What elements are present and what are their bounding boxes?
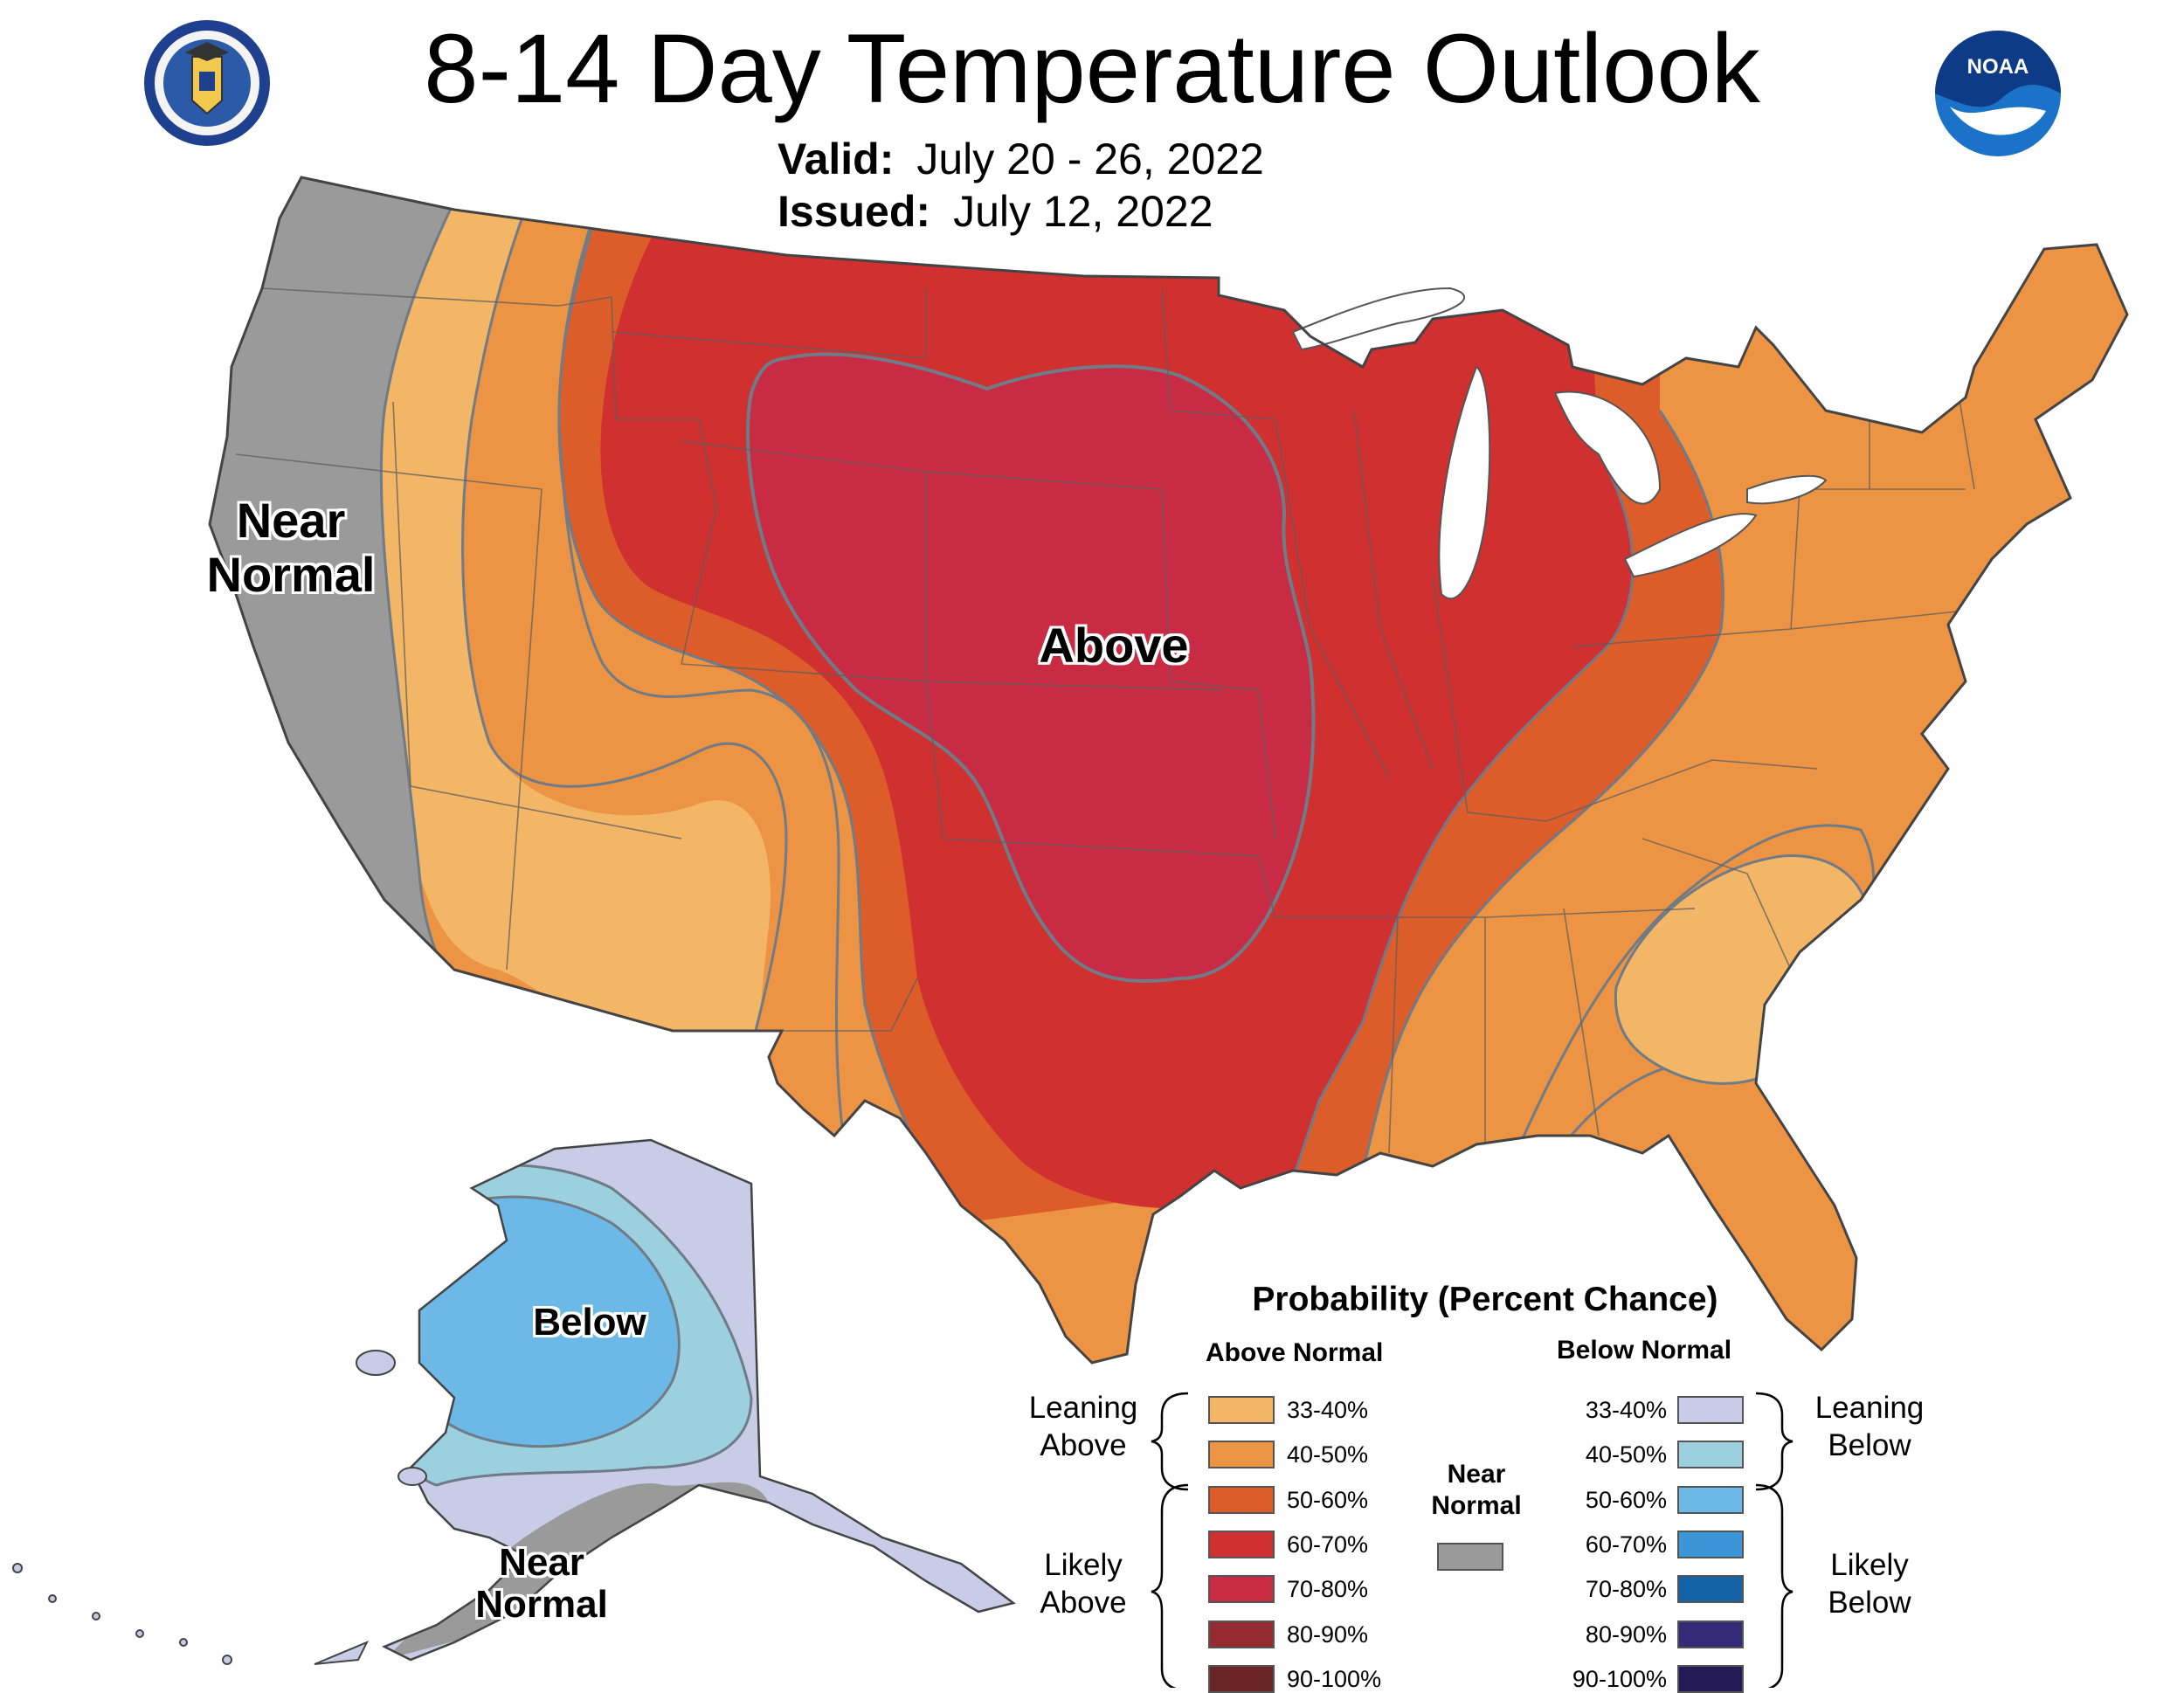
legend-below-swatch bbox=[1677, 1441, 1744, 1468]
page-title: 8-14 Day Temperature Outlook bbox=[424, 14, 1760, 123]
valid-value: July 20 - 26, 2022 bbox=[916, 135, 1264, 183]
legend-above-swatch bbox=[1208, 1486, 1275, 1514]
issued-label: Issued: bbox=[778, 187, 931, 236]
legend-above-swatch bbox=[1208, 1396, 1275, 1424]
issued-line: Issued: July 12, 2022 bbox=[778, 185, 1213, 238]
legend-below-label: 60-70% bbox=[1585, 1531, 1667, 1558]
legend-below-swatch bbox=[1677, 1575, 1744, 1603]
legend-above-label: 33-40% bbox=[1287, 1397, 1369, 1423]
legend-below-swatch bbox=[1677, 1531, 1744, 1558]
legend-above-swatch bbox=[1208, 1531, 1275, 1558]
legend-above-swatch bbox=[1208, 1665, 1275, 1693]
commerce-seal-icon bbox=[144, 20, 270, 146]
noaa-logo-icon: NOAA bbox=[1935, 31, 2061, 156]
legend-below-label: 50-60% bbox=[1585, 1487, 1667, 1513]
legend-below-swatch bbox=[1677, 1665, 1744, 1693]
zone-near-normal-west bbox=[210, 177, 489, 987]
legend-above-swatch bbox=[1208, 1575, 1275, 1603]
valid-label: Valid: bbox=[778, 135, 895, 183]
legend-near-normal-swatch bbox=[1437, 1543, 1503, 1571]
legend-above-swatch bbox=[1208, 1620, 1275, 1648]
legend-below-label: 40-50% bbox=[1585, 1441, 1667, 1468]
zone-70-80 bbox=[746, 352, 1316, 983]
legend-below-header: Below Normal bbox=[1557, 1336, 1732, 1365]
issued-value: July 12, 2022 bbox=[953, 187, 1213, 236]
legend-above-label: 50-60% bbox=[1287, 1487, 1369, 1513]
legend-above-label: 70-80% bbox=[1287, 1576, 1369, 1602]
conus-outline bbox=[208, 176, 2129, 1365]
legend-leaning-below: Leaning Below bbox=[1814, 1391, 1925, 1462]
legend-below-label: 80-90% bbox=[1585, 1621, 1667, 1648]
legend-below-label: 33-40% bbox=[1585, 1397, 1667, 1423]
legend-likely-above: Likely Above bbox=[1040, 1548, 1127, 1620]
legend-below-label: 70-80% bbox=[1585, 1576, 1667, 1602]
label-above: Above bbox=[1039, 618, 1189, 673]
legend-above-header: Above Normal bbox=[1206, 1338, 1384, 1367]
legend-below-swatch bbox=[1677, 1620, 1744, 1648]
conus-probability-zones bbox=[210, 177, 2127, 1363]
alaska-islands bbox=[12, 1350, 427, 1665]
contour-lines bbox=[379, 177, 1876, 1224]
legend-title: Probability (Percent Chance) bbox=[1252, 1281, 1718, 1318]
noaa-logo-text: NOAA bbox=[1967, 55, 2029, 79]
legend-below-swatch bbox=[1677, 1396, 1744, 1424]
label-near-normal-alaska: Near Normal bbox=[475, 1541, 608, 1627]
legend-above-label: 60-70% bbox=[1287, 1531, 1369, 1558]
legend-above-label: 80-90% bbox=[1287, 1621, 1369, 1648]
legend-above-label: 40-50% bbox=[1287, 1441, 1369, 1468]
state-boundaries bbox=[235, 287, 1975, 1154]
valid-line: Valid: July 20 - 26, 2022 bbox=[778, 133, 1264, 185]
label-near-normal-west: Near Normal bbox=[206, 493, 376, 602]
legend-below-label: 90-100% bbox=[1572, 1666, 1667, 1692]
label-below-alaska: Below bbox=[533, 1301, 646, 1344]
great-lakes bbox=[1291, 287, 1828, 600]
legend-above-label: 90-100% bbox=[1287, 1666, 1382, 1692]
legend-near-normal-header: Near Normal bbox=[1431, 1460, 1522, 1520]
legend-leaning-above: Leaning Above bbox=[1028, 1391, 1138, 1462]
legend-likely-below: Likely Below bbox=[1828, 1548, 1911, 1620]
alaska-outline bbox=[381, 1138, 1016, 1662]
legend-below-swatch bbox=[1677, 1486, 1744, 1514]
legend-above-swatch bbox=[1208, 1441, 1275, 1468]
